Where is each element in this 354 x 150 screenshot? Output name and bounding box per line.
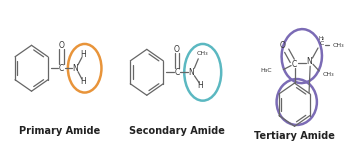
Text: CH₃: CH₃ (322, 72, 334, 78)
Text: H: H (80, 50, 86, 59)
Text: O: O (174, 45, 180, 54)
Text: C: C (292, 60, 297, 69)
Text: H: H (198, 81, 204, 90)
Text: N: N (72, 64, 78, 73)
Text: Primary Amide: Primary Amide (19, 126, 100, 136)
Text: O: O (59, 41, 65, 50)
Text: CH₃: CH₃ (332, 43, 344, 48)
Text: H₃C: H₃C (261, 68, 272, 74)
Text: Secondary Amide: Secondary Amide (129, 126, 225, 136)
Text: H: H (80, 77, 86, 86)
Text: C: C (175, 68, 179, 77)
Text: C: C (319, 41, 324, 46)
Text: N: N (306, 57, 312, 66)
Text: CH₃: CH₃ (197, 51, 209, 56)
Text: N: N (189, 68, 194, 77)
Text: O: O (279, 41, 285, 50)
Text: C: C (59, 64, 64, 73)
Text: Tertiary Amide: Tertiary Amide (254, 131, 335, 141)
Text: H₂: H₂ (318, 36, 325, 41)
